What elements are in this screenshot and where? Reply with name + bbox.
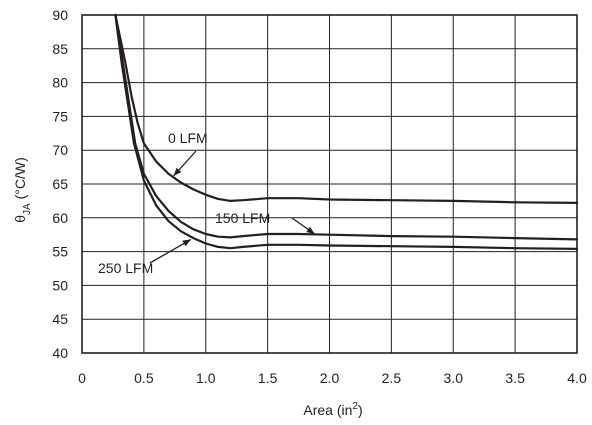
y-axis-tick-labels: 40 45 50 55 60 65 70 75 80 85 90 [52,7,68,361]
plot-frame [81,14,578,354]
y-tick-label: 55 [52,244,68,260]
series-line-250-lfm [114,13,579,250]
x-axis-label: Area (in2) [303,401,362,418]
y-tick-label: 60 [52,210,68,226]
y-tick-label: 50 [52,277,68,293]
arrowhead-150-lfm [306,226,315,235]
y-tick-label: 85 [52,41,68,57]
x-tick-label: 3.5 [505,370,525,386]
y-tick-label: 90 [52,7,68,23]
y-tick-label: 45 [52,311,68,327]
x-tick-label: 4.0 [567,370,587,386]
y-tick-label: 80 [52,75,68,91]
y-axis-label: θJA (°C/W) [12,157,33,223]
x-tick-label: 3.0 [444,370,464,386]
arrowhead-0-lfm [173,167,182,176]
annotation-250-lfm: 250 LFM [98,260,153,276]
x-tick-label: 2.0 [320,370,340,386]
y-tick-label: 70 [52,142,68,158]
arrowhead-250-lfm [182,239,191,247]
x-tick-label: 1.0 [196,370,216,386]
series-line-0-lfm [114,13,579,204]
x-axis-tick-labels: 0 0.5 1.0 1.5 2.0 2.5 3.0 3.5 4.0 [78,370,587,386]
annotation-0-lfm: 0 LFM [168,130,208,146]
curve-annotations: 0 LFM 150 LFM 250 LFM [98,130,316,276]
annotation-150-lfm: 150 LFM [215,210,270,226]
series-line-150-lfm [114,13,579,241]
x-tick-label: 0 [78,370,86,386]
x-tick-label: 1.5 [258,370,278,386]
x-tick-label: 2.5 [382,370,402,386]
series-lines [114,13,579,250]
y-tick-label: 75 [52,108,68,124]
x-tick-label: 0.5 [134,370,154,386]
grid [82,15,577,353]
y-tick-label: 40 [52,345,68,361]
y-tick-label: 65 [52,176,68,192]
